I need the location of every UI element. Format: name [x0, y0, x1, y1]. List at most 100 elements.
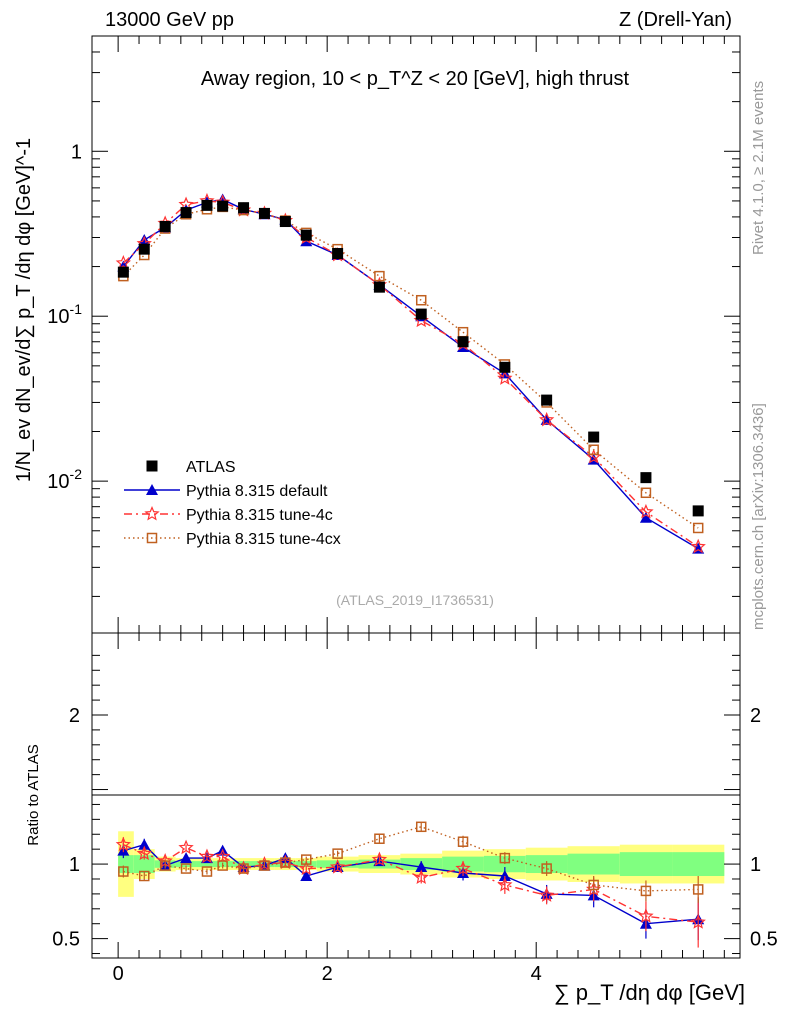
legend-label: ATLAS — [186, 459, 236, 476]
data-point — [332, 848, 343, 859]
legend-label: Pythia 8.315 default — [186, 483, 328, 500]
data-point — [455, 860, 471, 876]
y-axis-label: 1/N_ev dN_ev/d∑ p_T /dη dφ [GeV]^-1 — [13, 138, 35, 482]
data-point — [238, 202, 250, 214]
ratio-tick-label-right: 2 — [750, 705, 761, 727]
data-point — [639, 511, 652, 523]
data-point — [374, 270, 385, 282]
data-point — [115, 836, 132, 852]
ratio-series-layer — [115, 821, 706, 948]
data-point — [541, 394, 553, 406]
data-point — [588, 444, 599, 455]
data-point — [497, 876, 513, 892]
data-point — [146, 460, 158, 472]
ratio-tick-label-left: 2 — [69, 705, 80, 727]
analysis-id-label: (ATLAS_2019_I1736531) — [336, 592, 494, 608]
data-point — [214, 848, 231, 864]
rivet-version-label: Rivet 4.1.0, ≥ 2.1M events — [750, 81, 767, 255]
data-point — [115, 254, 132, 270]
data-point — [415, 861, 428, 873]
data-point — [146, 484, 158, 495]
data-point — [138, 243, 150, 255]
data-point — [159, 860, 171, 871]
ratio-tick-label-left: 0.5 — [52, 929, 80, 951]
data-point — [638, 908, 654, 923]
data-point — [541, 863, 552, 874]
chart-title: Away region, 10 < p_T^Z < 20 [GeV], high… — [201, 68, 630, 90]
data-point — [259, 860, 270, 871]
mcplots-label: mcplots.cern.ch [arXiv:1306.3436] — [750, 403, 767, 630]
data-point — [692, 522, 704, 534]
axis-ticks — [92, 35, 740, 958]
data-point — [301, 854, 312, 865]
data-point — [180, 207, 192, 219]
band-inner — [133, 855, 155, 874]
ratio-tick-label-left: 1 — [69, 854, 80, 876]
data-point — [638, 503, 654, 519]
data-point — [373, 281, 385, 293]
data-point — [159, 220, 171, 232]
band-inner — [567, 853, 620, 875]
data-point — [279, 216, 291, 228]
data-point — [413, 869, 429, 885]
data-point — [374, 833, 385, 844]
data-point — [180, 852, 193, 864]
data-point — [332, 247, 344, 259]
data-point — [178, 839, 194, 855]
data-point — [499, 361, 511, 373]
ratio-tick-label-right: 0.5 — [750, 929, 778, 951]
legend: ATLAS Pythia 8.315 default Pythia 8.315 tu… — [124, 459, 341, 548]
x-tick-label: 4 — [531, 963, 542, 985]
data-point — [280, 857, 291, 868]
data-point — [640, 885, 652, 897]
data-point — [217, 860, 228, 871]
data-point — [640, 487, 652, 499]
data-point — [692, 884, 704, 895]
data-point — [415, 308, 427, 320]
data-point — [298, 860, 314, 876]
data-point — [588, 431, 600, 443]
data-point — [499, 852, 511, 864]
data-point — [138, 838, 151, 850]
data-point — [217, 200, 229, 212]
y-tick-label: 1 — [71, 141, 82, 163]
header-right: Z (Drell-Yan) — [619, 9, 732, 31]
y-tick-label: 10-1 — [47, 301, 82, 328]
y-tick-label: 10-2 — [47, 466, 82, 493]
data-point — [139, 870, 150, 882]
data-point — [457, 836, 469, 847]
band-inner — [619, 852, 673, 877]
legend-label: Pythia 8.315 tune-4cx — [186, 531, 341, 548]
data-point — [588, 879, 599, 891]
data-point — [199, 848, 215, 864]
x-tick-label: 2 — [322, 963, 333, 985]
ratio-axis-label: Ratio to ATLAS — [25, 744, 42, 845]
data-point — [300, 870, 313, 882]
data-point — [415, 821, 427, 833]
data-point — [329, 858, 346, 874]
series-line — [122, 200, 699, 548]
data-point — [201, 866, 213, 877]
data-point — [640, 472, 652, 484]
data-point — [138, 233, 151, 245]
data-point — [457, 336, 469, 348]
data-point — [415, 294, 427, 306]
tick-labels: 0 2 4 10-2 10-1 1 0.5 0.5 1 1 2 2 — [47, 141, 778, 985]
x-tick-label: 0 — [113, 963, 124, 985]
ratio-tick-label-right: 1 — [750, 854, 761, 876]
data-point — [136, 845, 152, 861]
data-point — [117, 266, 129, 278]
x-axis-label: ∑ p_T /dη dφ [GeV] — [554, 980, 745, 1005]
data-point — [118, 866, 129, 877]
data-point — [146, 532, 158, 544]
band-inner — [196, 861, 213, 868]
data-point — [538, 411, 555, 427]
data-point — [692, 505, 704, 517]
data-point — [300, 229, 312, 241]
data-point — [690, 538, 706, 554]
legend-label: Pythia 8.315 tune-4c — [186, 507, 333, 524]
data-point — [180, 863, 192, 874]
data-point — [201, 199, 213, 211]
data-point — [538, 887, 555, 902]
